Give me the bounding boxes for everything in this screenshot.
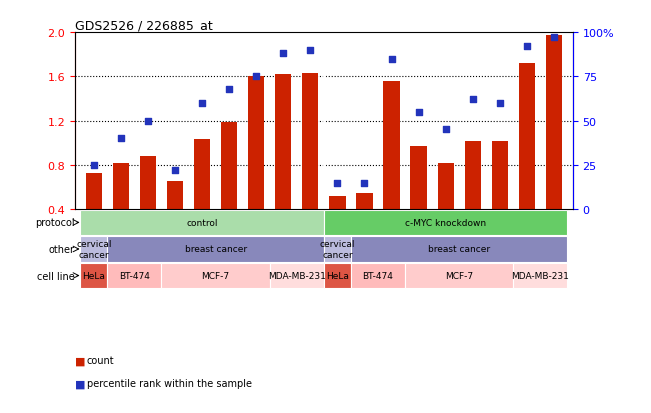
Text: count: count [87,356,114,366]
Point [278,51,288,57]
Point [467,97,478,103]
Bar [324,210,568,235]
Bar [302,74,318,210]
Bar [86,173,102,210]
Bar [80,210,324,235]
Text: ■: ■ [75,378,85,388]
Text: HeLa: HeLa [83,271,105,280]
Bar [80,237,107,262]
Bar [161,263,270,289]
Bar [270,263,324,289]
Text: other: other [48,244,74,254]
Text: percentile rank within the sample: percentile rank within the sample [87,378,251,388]
Point [549,35,559,42]
Text: protocol: protocol [35,218,74,228]
Point [359,180,370,186]
Bar [221,122,237,210]
Point [197,100,207,107]
Bar [383,82,400,210]
Bar [546,36,562,210]
Bar [324,263,351,289]
Text: c-MYC knockdown: c-MYC knockdown [405,218,486,228]
Point [441,127,451,133]
Text: breast cancer: breast cancer [184,245,247,254]
Bar [405,263,514,289]
Text: BT-474: BT-474 [363,271,393,280]
Point [116,136,126,142]
Bar [351,263,405,289]
Text: HeLa: HeLa [326,271,349,280]
Text: MCF-7: MCF-7 [445,271,473,280]
Point [521,44,532,50]
Bar [411,147,426,210]
Bar [167,182,183,210]
Text: GDS2526 / 226885_at: GDS2526 / 226885_at [75,19,213,32]
Text: cervical
cancer: cervical cancer [76,240,111,259]
Bar [107,237,324,262]
Bar [248,77,264,210]
Text: MDA-MB-231: MDA-MB-231 [512,271,570,280]
Point [305,47,316,54]
Bar [492,141,508,210]
Bar [351,237,568,262]
Point [495,100,505,107]
Bar [329,197,346,210]
Text: ■: ■ [75,356,85,366]
Bar [465,141,481,210]
Text: breast cancer: breast cancer [428,245,490,254]
Bar [113,163,129,210]
Text: BT-474: BT-474 [119,271,150,280]
Point [413,109,424,116]
Bar [324,237,351,262]
Point [224,86,234,93]
Bar [80,263,107,289]
Text: cell line: cell line [36,271,74,281]
Bar [140,157,156,210]
Bar [437,163,454,210]
Point [89,162,99,169]
Point [332,180,342,186]
Bar [519,64,535,210]
Bar [514,263,568,289]
Point [386,56,396,63]
Point [170,168,180,174]
Text: control: control [186,218,218,228]
Point [143,118,153,125]
Bar [356,193,372,210]
Point [251,74,262,81]
Bar [107,263,161,289]
Bar [275,75,292,210]
Bar [194,140,210,210]
Text: MCF-7: MCF-7 [202,271,230,280]
Text: MDA-MB-231: MDA-MB-231 [268,271,326,280]
Text: cervical
cancer: cervical cancer [320,240,355,259]
